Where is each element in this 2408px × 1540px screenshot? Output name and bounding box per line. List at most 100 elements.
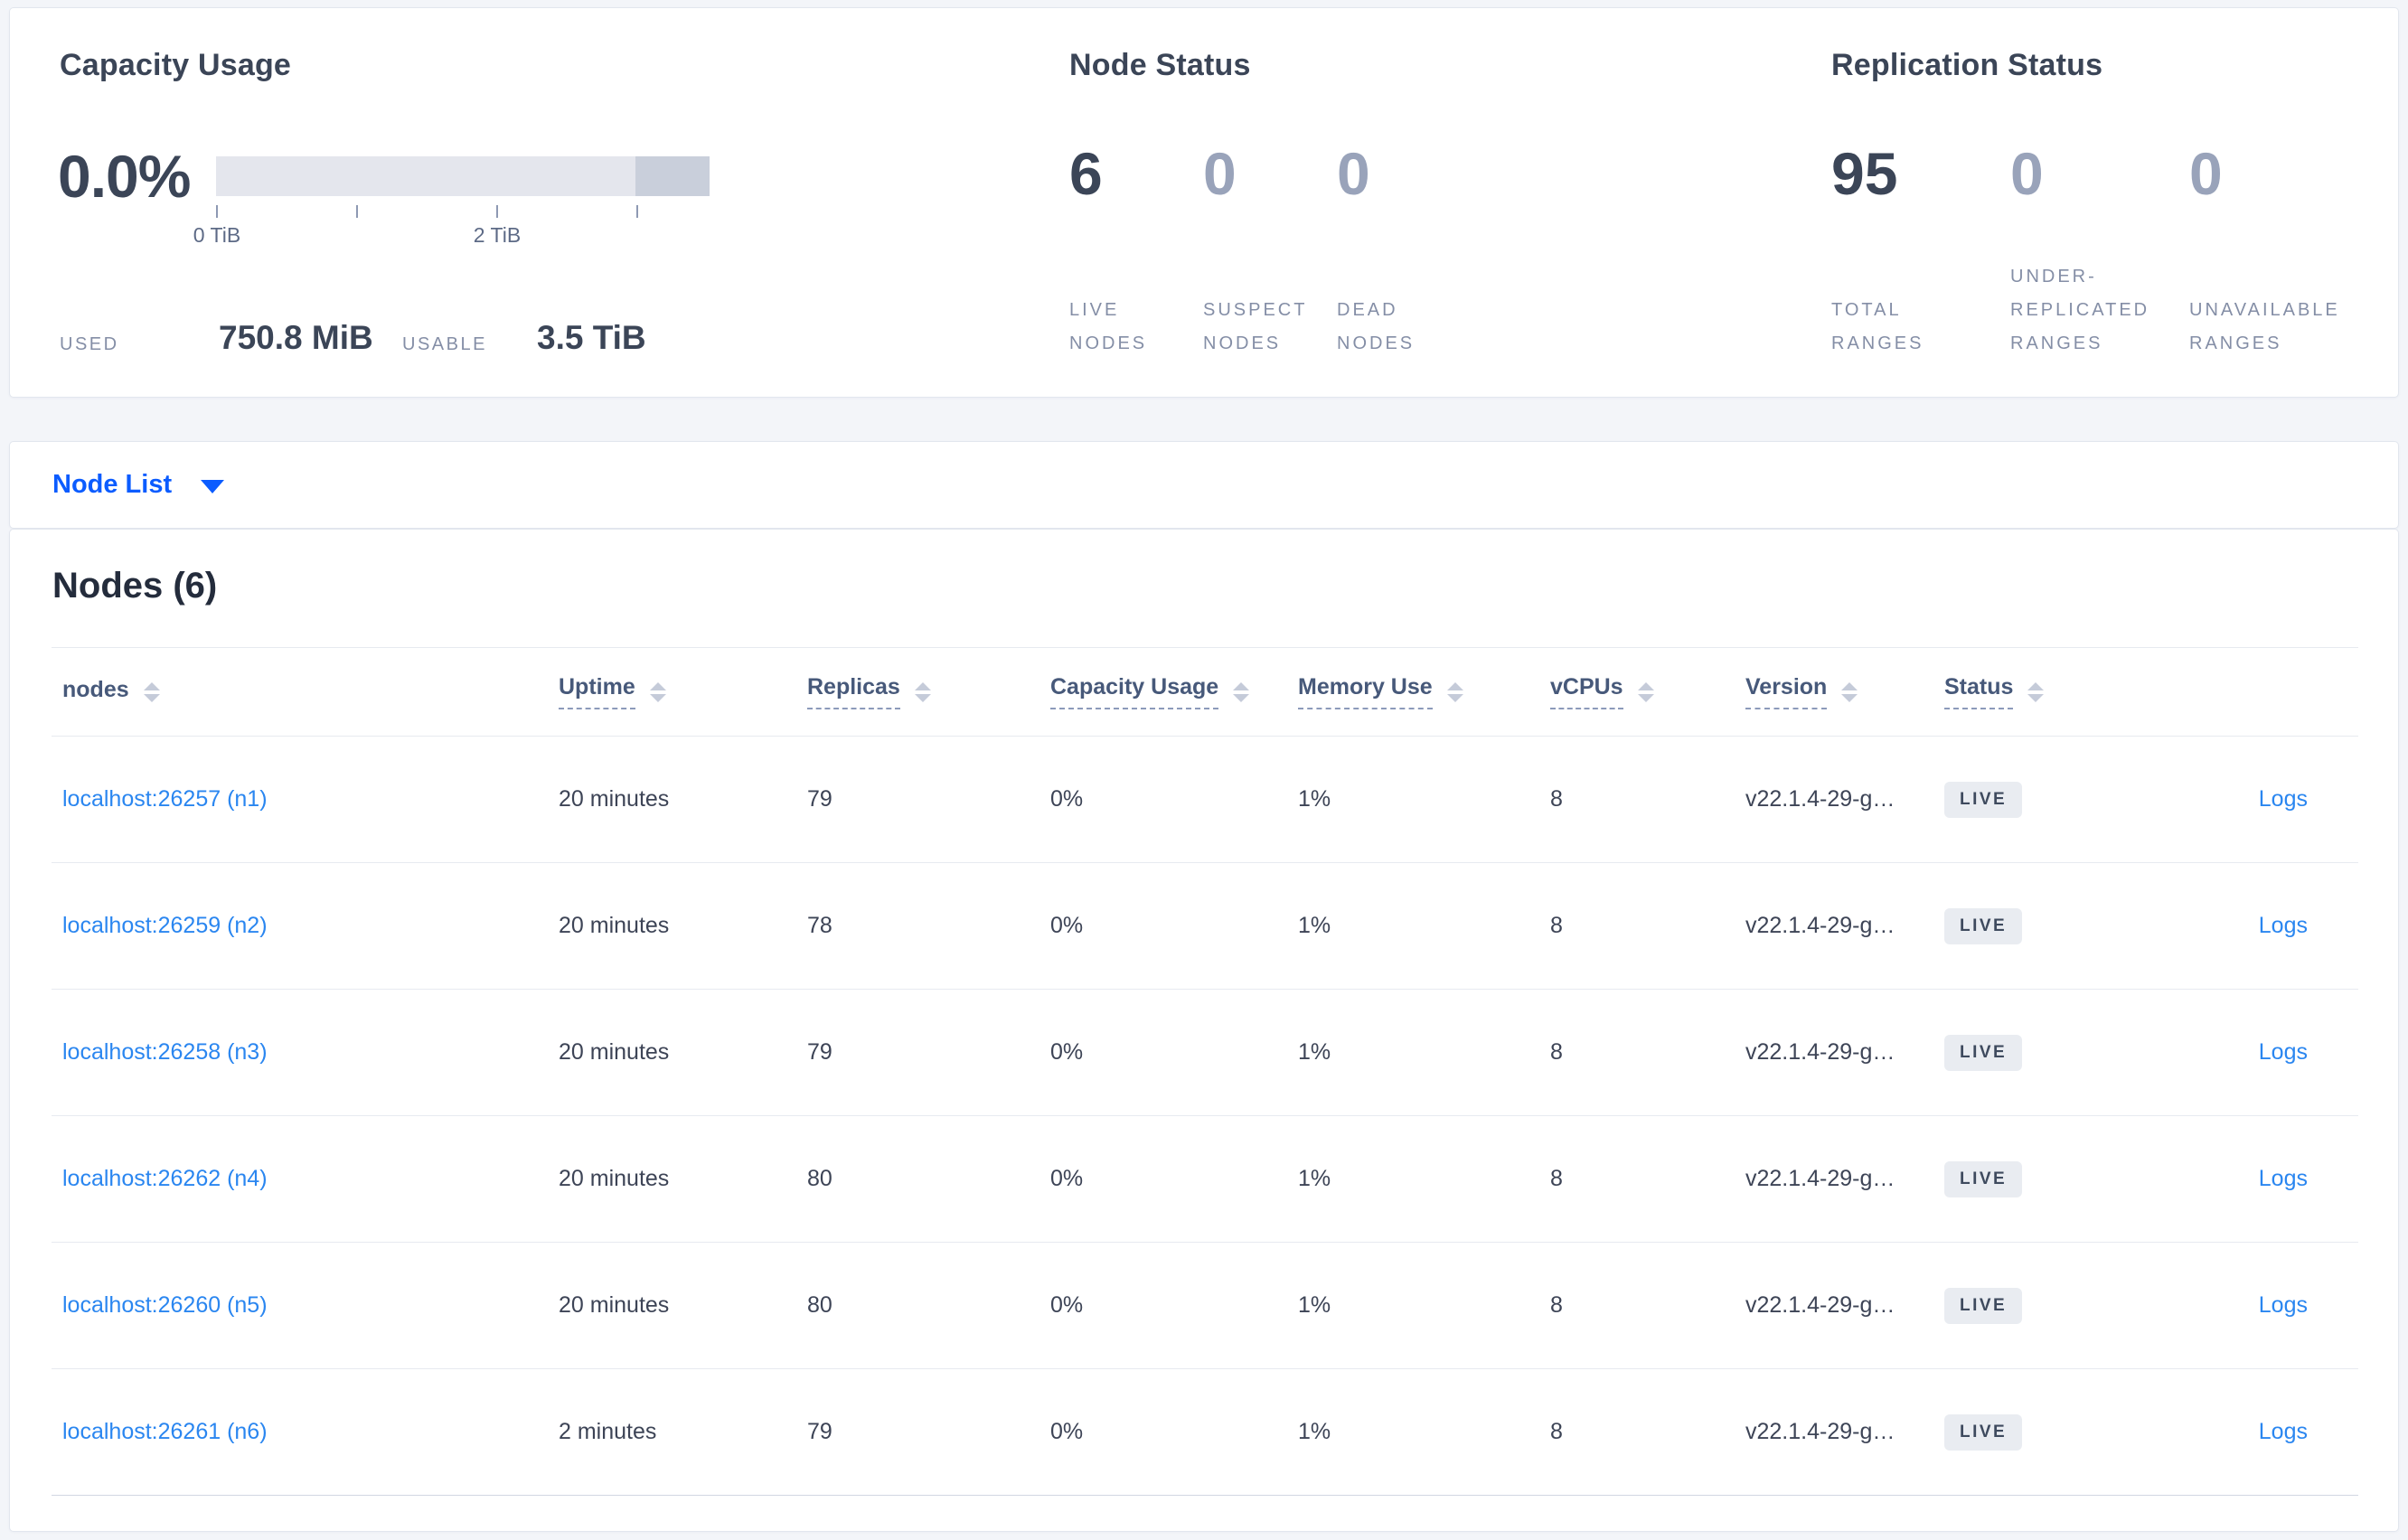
node-link[interactable]: localhost:26261 (n6)	[62, 1419, 268, 1444]
replication-status-title: Replication Status	[1831, 48, 2103, 82]
logs-link[interactable]: Logs	[2258, 1419, 2308, 1444]
capacity-usage-bar	[216, 156, 710, 196]
table-row: localhost:26260 (n5) 20 minutes 80 0% 1%…	[52, 1243, 2358, 1369]
node-list-dropdown[interactable]: Node List	[52, 442, 225, 528]
version-cell: v22.1.4-29-g…	[1745, 1419, 1895, 1444]
logs-link[interactable]: Logs	[2258, 913, 2308, 938]
logs-cell: Logs	[2150, 863, 2358, 990]
capacity-tick-1	[356, 205, 358, 218]
column-header-vcpus[interactable]: vCPUs	[1539, 648, 1735, 737]
column-header-nodes[interactable]: nodes	[52, 648, 548, 737]
vcpus-cell: 8	[1550, 786, 1563, 812]
status-badge: LIVE	[1944, 1160, 2023, 1197]
nodes-table-panel: Nodes (6) nodes Uptime	[9, 529, 2399, 1532]
node-name-cell: localhost:26260 (n5)	[52, 1243, 548, 1369]
table-row: localhost:26261 (n6) 2 minutes 79 0% 1% …	[52, 1369, 2358, 1496]
replicas-cell: 80	[807, 1166, 832, 1191]
column-header-version[interactable]: Version	[1735, 648, 1933, 737]
node-status-stats: 6 LIVE NODES 0 SUSPECT NODES 0 DEAD NODE…	[1069, 144, 1471, 361]
view-selector-bar: Node List	[9, 441, 2399, 529]
vcpus-cell: 8	[1550, 913, 1563, 938]
sort-icon	[1233, 681, 1250, 702]
table-header-row: nodes Uptime Replicas Capacity Usage	[52, 647, 2358, 737]
under-replicated-ranges-value: 0	[2010, 140, 2044, 207]
node-name-cell: localhost:26258 (n3)	[52, 990, 548, 1116]
logs-link[interactable]: Logs	[2258, 786, 2308, 812]
column-header-status[interactable]: Status	[1933, 648, 2150, 737]
suspect-nodes-label: SUSPECT NODES	[1203, 300, 1308, 353]
live-nodes-stat: 6 LIVE NODES	[1069, 144, 1203, 361]
logs-link[interactable]: Logs	[2258, 1292, 2308, 1318]
status-cell: LIVE	[1933, 1243, 2150, 1369]
capacity-tick-2	[496, 205, 498, 218]
vcpus-cell: 8	[1550, 1292, 1563, 1318]
table-row: localhost:26262 (n4) 20 minutes 80 0% 1%…	[52, 1116, 2358, 1243]
suspect-nodes-stat: 0 SUSPECT NODES	[1203, 144, 1337, 361]
node-link[interactable]: localhost:26258 (n3)	[62, 1039, 268, 1065]
nodes-table: nodes Uptime Replicas Capacity Usage	[52, 647, 2358, 1496]
uptime-cell: 20 minutes	[559, 786, 670, 812]
capacity-reserved-segment	[635, 156, 710, 196]
vcpus-cell: 8	[1550, 1419, 1563, 1444]
node-status-title: Node Status	[1069, 48, 1251, 82]
capacity-percent-value: 0.0%	[58, 143, 191, 210]
memory-use-cell: 1%	[1298, 1166, 1331, 1191]
memory-use-cell: 1%	[1298, 1039, 1331, 1065]
usable-label: USABLE	[402, 334, 487, 354]
sort-icon	[2027, 681, 2045, 702]
capacity-tick-0	[216, 205, 218, 218]
table-row: localhost:26257 (n1) 20 minutes 79 0% 1%…	[52, 737, 2358, 863]
usable-value: 3.5 TiB	[537, 319, 646, 356]
logs-cell: Logs	[2150, 990, 2358, 1116]
used-value: 750.8 MiB	[219, 319, 373, 356]
version-cell: v22.1.4-29-g…	[1745, 913, 1895, 938]
node-name-cell: localhost:26262 (n4)	[52, 1116, 548, 1243]
node-link[interactable]: localhost:26260 (n5)	[62, 1292, 268, 1318]
uptime-cell: 2 minutes	[559, 1419, 657, 1444]
column-header-uptime[interactable]: Uptime	[548, 648, 796, 737]
column-header-capacity-usage[interactable]: Capacity Usage	[1039, 648, 1287, 737]
version-cell: v22.1.4-29-g…	[1745, 786, 1895, 812]
capacity-tick-label-2: 2 TiB	[473, 223, 522, 247]
sort-icon	[649, 681, 666, 702]
column-header-replicas[interactable]: Replicas	[796, 648, 1039, 737]
sort-icon	[1446, 681, 1463, 702]
memory-use-cell: 1%	[1298, 913, 1331, 938]
replication-stats: 95 TOTAL RANGES 0 UNDER-REPLICATED RANGE…	[1831, 144, 2368, 361]
status-badge: LIVE	[1944, 1034, 2023, 1071]
dead-nodes-label: DEAD NODES	[1337, 300, 1416, 353]
node-name-cell: localhost:26259 (n2)	[52, 863, 548, 990]
uptime-cell: 20 minutes	[559, 1039, 670, 1065]
logs-link[interactable]: Logs	[2258, 1166, 2308, 1191]
replication-status-section: Replication Status 95 TOTAL RANGES 0 UND…	[1822, 8, 2401, 397]
column-header-memory-use[interactable]: Memory Use	[1287, 648, 1539, 737]
logs-cell: Logs	[2150, 737, 2358, 863]
total-ranges-value: 95	[1831, 140, 1898, 207]
node-link[interactable]: localhost:26259 (n2)	[62, 913, 268, 938]
live-nodes-label: LIVE NODES	[1069, 300, 1148, 353]
status-badge: LIVE	[1944, 1287, 2023, 1324]
under-replicated-ranges-label: UNDER-REPLICATED RANGES	[2010, 267, 2150, 353]
total-ranges-stat: 95 TOTAL RANGES	[1831, 144, 2010, 361]
replicas-cell: 79	[807, 786, 832, 812]
column-header-logs	[2150, 648, 2358, 737]
logs-link[interactable]: Logs	[2258, 1039, 2308, 1065]
capacity-tick-3	[636, 205, 638, 218]
version-cell: v22.1.4-29-g…	[1745, 1039, 1895, 1065]
replicas-cell: 78	[807, 913, 832, 938]
node-name-cell: localhost:26261 (n6)	[52, 1369, 548, 1496]
vcpus-cell: 8	[1550, 1039, 1563, 1065]
sort-icon	[1841, 681, 1858, 702]
capacity-usage-cell: 0%	[1050, 1039, 1084, 1065]
under-replicated-ranges-stat: 0 UNDER-REPLICATED RANGES	[2010, 144, 2189, 361]
version-cell: v22.1.4-29-g…	[1745, 1292, 1895, 1318]
logs-cell: Logs	[2150, 1369, 2358, 1496]
node-link[interactable]: localhost:26257 (n1)	[62, 786, 268, 812]
memory-use-cell: 1%	[1298, 1419, 1331, 1444]
status-cell: LIVE	[1933, 1369, 2150, 1496]
node-status-section: Node Status 6 LIVE NODES 0 SUSPECT NODES…	[1060, 8, 1747, 397]
nodes-table-body: localhost:26257 (n1) 20 minutes 79 0% 1%…	[52, 737, 2358, 1496]
node-link[interactable]: localhost:26262 (n4)	[62, 1166, 268, 1191]
vcpus-cell: 8	[1550, 1166, 1563, 1191]
capacity-usage-cell: 0%	[1050, 1419, 1084, 1444]
